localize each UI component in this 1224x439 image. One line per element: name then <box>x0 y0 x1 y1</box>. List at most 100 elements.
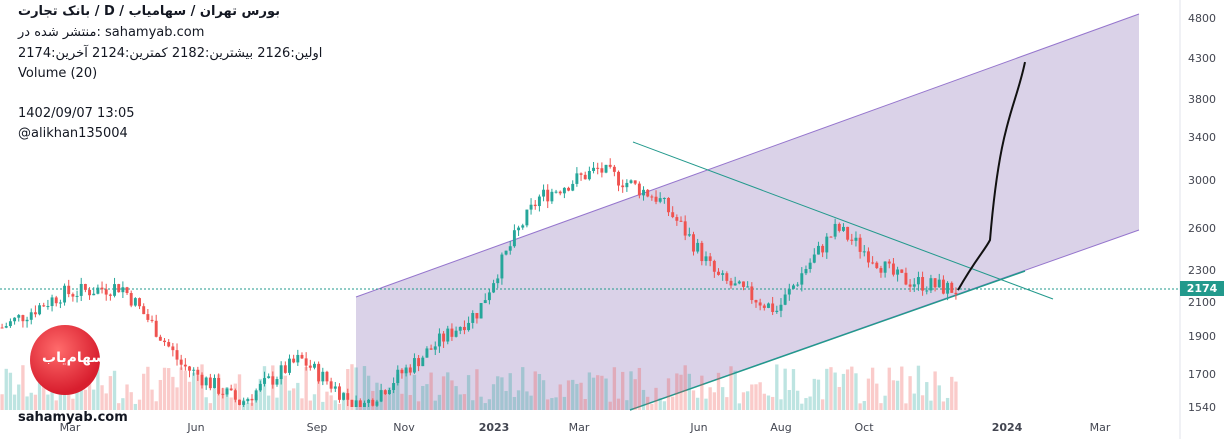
candle-body <box>812 254 816 263</box>
volume-bar <box>671 396 675 410</box>
volume-bar <box>225 387 229 410</box>
volume-bar <box>200 364 204 410</box>
candle-body <box>33 312 37 315</box>
candle-body <box>346 393 350 400</box>
candle-body <box>238 399 241 405</box>
candle-body <box>471 313 475 323</box>
volume-bar <box>17 384 21 410</box>
volume-bar <box>146 366 150 410</box>
candle-body <box>25 319 29 322</box>
volume-bar <box>725 397 729 410</box>
candle-body <box>579 173 583 175</box>
candle-body <box>858 237 862 252</box>
price-channel <box>356 14 1139 410</box>
candle-body <box>17 315 21 318</box>
candle-body <box>71 294 75 297</box>
candle-body <box>916 277 920 285</box>
candle-body <box>221 393 225 395</box>
candle-body <box>533 204 537 207</box>
volume-bar <box>533 371 537 410</box>
candle-body <box>342 393 346 400</box>
candle-body <box>400 369 404 374</box>
candle-body <box>13 317 17 322</box>
candle-body <box>92 293 96 296</box>
volume-bar <box>816 379 821 410</box>
candle-body <box>254 390 258 401</box>
candle-body <box>537 196 541 207</box>
candle-body <box>696 242 700 252</box>
volume-bar <box>441 376 446 410</box>
candle-body <box>412 358 416 373</box>
candle-body <box>408 367 412 373</box>
volume-bar <box>204 397 208 410</box>
candle-body <box>67 285 71 295</box>
candle-body <box>654 196 658 202</box>
volume-bar <box>158 379 163 410</box>
volume-bar <box>412 374 417 410</box>
volume-bar <box>337 403 342 410</box>
candle-body <box>117 284 121 293</box>
volume-bar <box>454 386 458 410</box>
candle-body <box>883 261 887 273</box>
candle-body <box>42 305 46 307</box>
y-tick-label: 3000 <box>1188 174 1216 187</box>
candle-body <box>442 333 446 342</box>
candle-body <box>525 209 529 226</box>
candle-body <box>725 273 729 281</box>
candle-body <box>113 284 117 296</box>
volume-bar <box>125 384 129 410</box>
volume-bar <box>912 393 916 410</box>
candle-body <box>692 234 695 252</box>
candle-body <box>792 285 795 289</box>
volume-bar <box>808 396 812 410</box>
candle-body <box>0 327 4 329</box>
volume-bar <box>133 403 138 410</box>
candle-body <box>175 350 179 360</box>
volume-bar <box>0 394 4 410</box>
volume-bar <box>641 389 646 410</box>
volume-bar <box>870 367 875 410</box>
candle-body <box>517 227 521 231</box>
volume-bar <box>854 373 858 410</box>
volume-bar <box>875 383 879 410</box>
volume-bar <box>296 382 300 410</box>
volume-bar <box>675 373 679 410</box>
candle-body <box>204 377 208 386</box>
volume-bar <box>862 401 866 410</box>
candle-body <box>129 293 133 306</box>
volume-bar <box>475 369 479 410</box>
volume-bar <box>300 398 304 410</box>
candle-body <box>358 400 362 407</box>
volume-bar <box>458 394 462 410</box>
candle-body <box>637 183 641 196</box>
volume-bar <box>183 370 188 410</box>
volume-bar <box>900 366 904 410</box>
candle-body <box>58 302 62 304</box>
volume-bar <box>887 367 891 410</box>
volume-bar <box>891 380 896 410</box>
volume-bar <box>46 394 50 410</box>
volume-bar <box>462 394 467 410</box>
candle-body <box>758 302 762 306</box>
volume-bar <box>487 399 492 410</box>
volume-bar <box>566 380 571 410</box>
candle-body <box>617 171 620 186</box>
author-handle: @alikhan135004 <box>18 126 128 141</box>
volume-bar <box>554 397 558 410</box>
candle-body <box>362 402 366 407</box>
volume-bar <box>679 374 683 410</box>
volume-bar <box>629 371 633 410</box>
volume-bar <box>562 396 567 410</box>
volume-bar <box>408 395 412 410</box>
candle-body <box>737 281 741 284</box>
volume-bar <box>575 383 579 410</box>
volume-bar <box>558 384 562 410</box>
volume-bar <box>471 400 475 410</box>
volume-bar <box>416 401 421 410</box>
volume-bar <box>770 396 775 410</box>
volume-bar <box>925 382 929 410</box>
volume-bar <box>266 395 271 410</box>
volume-bar <box>579 382 583 410</box>
candle-body <box>837 223 841 231</box>
